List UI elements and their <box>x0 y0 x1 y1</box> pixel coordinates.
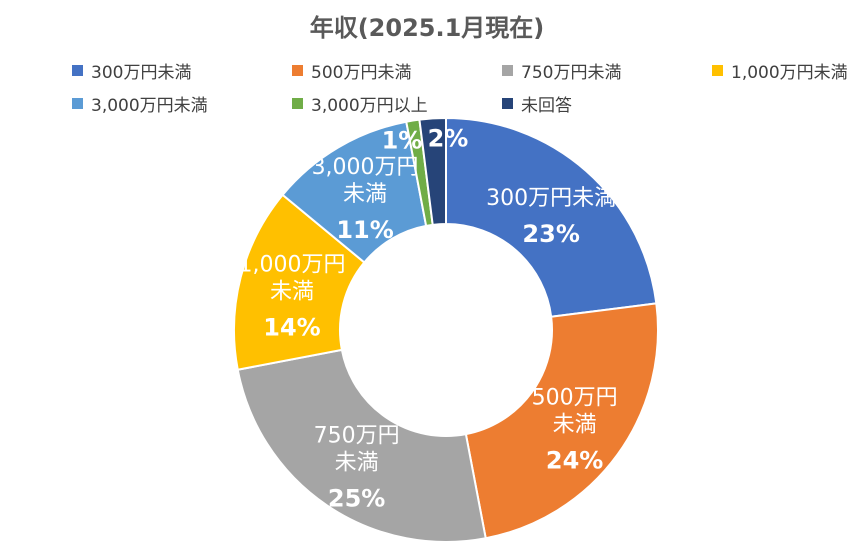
slice-pct-500: 24% <box>546 446 603 474</box>
slice-text-500-1: 未満 <box>553 412 597 437</box>
slice-750 <box>236 348 487 543</box>
slices-group <box>233 116 659 543</box>
slice-text-3000-under-0: 3,000万円 <box>312 155 419 180</box>
legend-swatch-750 <box>502 65 513 76</box>
legend-item-3000-under: 3,000万円未満 <box>72 91 262 116</box>
legend-row-2: 3,000万円未満 3,000万円以上 未回答 <box>0 91 854 116</box>
slice-300 <box>445 116 658 318</box>
labels-group: 300万円未満23%500万円未満24%750万円未満25%1,000万円未満1… <box>239 124 618 512</box>
legend-swatch-3000-under <box>72 98 83 109</box>
legend-label-300: 300万円未満 <box>91 63 192 83</box>
legend-label-no-answer: 未回答 <box>521 96 572 116</box>
legend-label-750: 750万円未満 <box>521 63 622 83</box>
slice-text-750-0: 750万円 <box>314 424 400 449</box>
slice-pct-3000-over: 1% <box>382 126 423 154</box>
slice-text-1000-1: 未満 <box>270 279 314 304</box>
legend-label-3000-over: 3,000万円以上 <box>311 96 428 116</box>
slice-text-1000-0: 1,000万円 <box>239 252 346 277</box>
legend-item-1000: 1,000万円未満 <box>712 58 848 83</box>
slice-no-answer <box>418 116 447 226</box>
legend-item-500: 500万円未満 <box>292 58 472 83</box>
legend-row-1: 300万円未満 500万円未満 750万円未満 1,000万円未満 <box>0 58 854 83</box>
slice-text-300-0: 300万円未満 <box>486 186 616 211</box>
slice-pct-1000: 14% <box>263 313 320 341</box>
legend-label-1000: 1,000万円未満 <box>731 63 848 83</box>
slice-500 <box>464 302 659 540</box>
chart-title: 年収(2025.1月現在) <box>309 14 545 42</box>
legend-swatch-3000-over <box>292 98 303 109</box>
legend-swatch-500 <box>292 65 303 76</box>
legend-item-3000-over: 3,000万円以上 <box>292 91 472 116</box>
legend-item-300: 300万円未満 <box>72 58 262 83</box>
legend-swatch-no-answer <box>502 98 513 109</box>
slice-pct-no-answer: 2% <box>428 124 469 152</box>
slice-pct-300: 23% <box>522 220 579 248</box>
legend-label-3000-under: 3,000万円未満 <box>91 96 208 116</box>
slice-1000 <box>233 193 366 371</box>
legend-item-750: 750万円未満 <box>502 58 682 83</box>
slice-text-3000-under-1: 未満 <box>343 182 387 207</box>
slice-text-750-1: 未満 <box>335 451 379 476</box>
slice-pct-3000-under: 11% <box>336 216 393 244</box>
legend-item-no-answer: 未回答 <box>502 91 572 116</box>
slice-pct-750: 25% <box>328 485 385 513</box>
legend-label-500: 500万円未満 <box>311 63 412 83</box>
legend-swatch-300 <box>72 65 83 76</box>
legend-swatch-1000 <box>712 65 723 76</box>
slice-text-500-0: 500万円 <box>532 385 618 410</box>
